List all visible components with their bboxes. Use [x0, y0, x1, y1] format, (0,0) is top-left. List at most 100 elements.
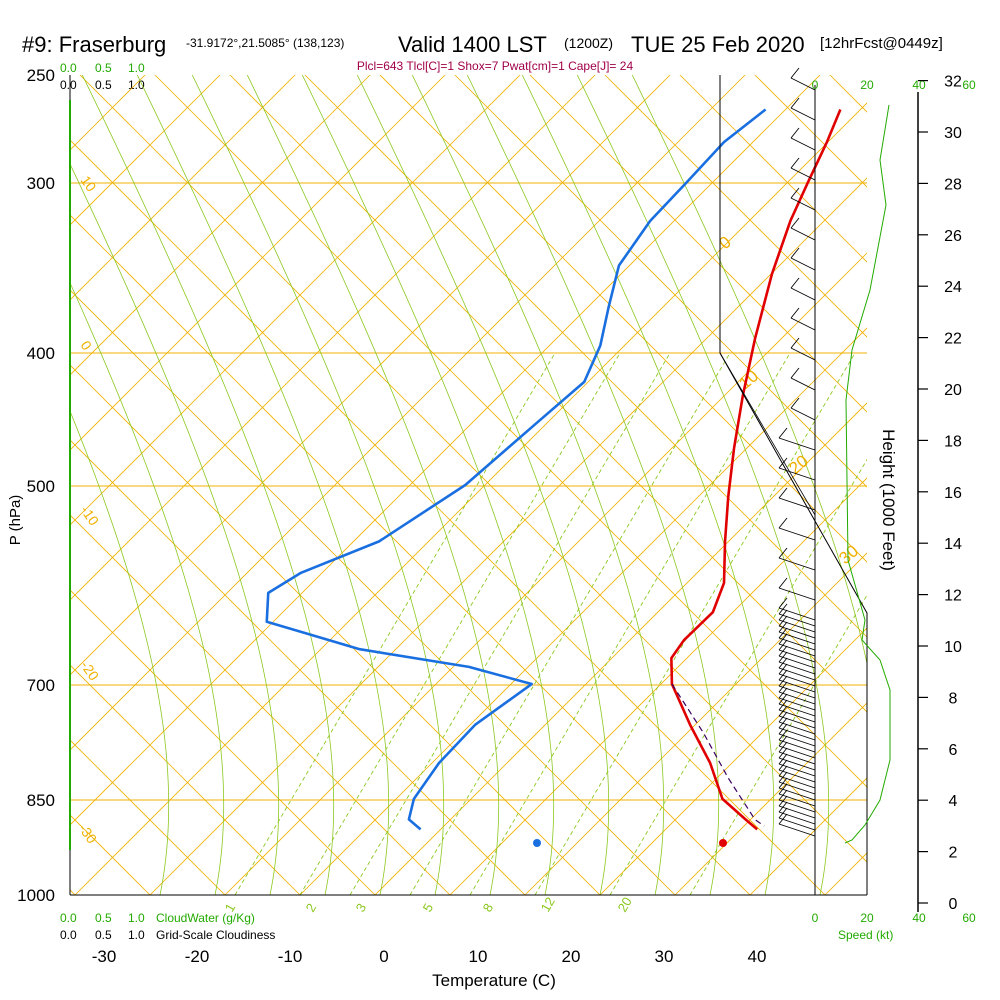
wind-barb-flag: [790, 367, 800, 379]
isotherm-line: [599, 627, 867, 895]
wind-barb-staff: [778, 527, 816, 541]
wind-barb-flag: [778, 639, 788, 651]
wind-barb-staff: [778, 637, 816, 651]
wind-barb-staff: [778, 769, 816, 783]
wind-barb-staff: [790, 287, 816, 301]
wind-barb-flag: [778, 699, 788, 711]
wind-barb-flag: [778, 789, 788, 801]
wind-barb-flag: [778, 717, 788, 729]
speed-top-0: 0: [812, 78, 819, 92]
dry-adiabat-line: [229, 75, 867, 713]
height-tick-label: 28: [944, 176, 962, 193]
wind-barb-flag: [778, 705, 788, 717]
speed-bottom-0: 0: [812, 911, 819, 925]
cloud-scale-top-green-1: 0.5: [95, 61, 112, 75]
wind-barb-staff: [778, 775, 816, 789]
isotherm-line: [674, 702, 867, 895]
wind-barb-flag: [778, 777, 788, 789]
wind-barb-staff: [778, 703, 816, 717]
wind-barb-staff: [790, 347, 816, 361]
wind-barb-staff: [778, 739, 816, 753]
wind-barb-flag: [778, 547, 788, 559]
wind-barb-staff: [778, 497, 816, 511]
wind-barb-flag: [778, 735, 788, 747]
isotherm-label: -20: [78, 658, 103, 684]
moist-adiabat-line: [466, 75, 720, 895]
wind-barb-staff: [790, 407, 816, 421]
wind-column: [719, 67, 891, 844]
moist-adiabat-line: [356, 75, 610, 895]
height-tick-label: 24: [944, 279, 962, 296]
utc-time: (1200Z): [564, 35, 613, 51]
dry-adiabat-line: [754, 75, 867, 188]
isotherm-line: [0, 0, 125, 895]
wind-barb-staff: [778, 697, 816, 711]
plot-right-boundary: [719, 75, 868, 895]
temperature-tick-label: 30: [655, 947, 674, 966]
cloud-scale-top-black-0: 0.0: [60, 78, 77, 92]
wind-barb-flag: [778, 687, 788, 699]
dry-adiabat-line: [70, 664, 301, 895]
cloud-scale-bottom-green-1: 0.5: [95, 911, 112, 925]
cloud-scale-bottom-green-0: 0.0: [60, 911, 77, 925]
cloud-scale-bottom: 0.0 0.5 1.0 CloudWater (g/Kg) 0.0 0.5 1.…: [60, 911, 275, 942]
pressure-ticks: 250 300 400 500 700 850 1000: [17, 66, 55, 905]
wind-barb-flag: [790, 337, 800, 349]
height-tick-label: 30: [944, 125, 962, 142]
dry-adiabat-line: [70, 364, 601, 895]
wind-barb-flag: [778, 807, 788, 819]
wind-barb-flag: [778, 675, 788, 687]
wind-barb-staff: [778, 685, 816, 699]
wind-barb-staff: [778, 631, 816, 645]
temperature-tick-label: 40: [748, 947, 767, 966]
dry-adiabat-line: [70, 439, 526, 895]
cloud-scale-bottom-black-0: 0.0: [60, 928, 77, 942]
dry-adiabat-line: [70, 814, 151, 895]
mixing-ratio-label: 8: [480, 901, 497, 915]
parcel-trace: [671, 683, 765, 827]
wind-barb-staff: [778, 649, 816, 663]
forecast-label: [12hrFcst@0449z]: [820, 35, 943, 52]
dry-adiabat-line: [70, 589, 376, 895]
temperature-tick-label: -20: [185, 947, 210, 966]
height-tick-label: 10: [944, 639, 962, 656]
wind-barb-flag: [778, 657, 788, 669]
speed-top-20: 20: [860, 78, 874, 92]
height-tick-label: 18: [944, 433, 962, 450]
mixing-ratio-line: [349, 352, 671, 895]
moist-adiabat-line: [70, 281, 225, 895]
isotherm-line: [149, 177, 867, 895]
wind-barb-flag: [778, 747, 788, 759]
pressure-tick-label: 500: [27, 477, 55, 496]
cloud-scale-bottom-green-2: 1.0: [128, 911, 145, 925]
dry-adiabat-line: [529, 75, 867, 413]
wind-barb-staff: [778, 817, 816, 831]
wind-barb-flag: [778, 427, 788, 439]
wind-barb-staff: [778, 467, 816, 481]
moist-adiabat-line: [576, 75, 830, 895]
wind-barb-flag: [790, 187, 800, 199]
dewpoint-profile: [265, 108, 767, 831]
isotherm-line: [70, 75, 371, 376]
temperature-profile: [670, 108, 842, 831]
pressure-tick-label: 300: [27, 174, 55, 193]
wind-barb-staff: [778, 745, 816, 759]
wind-barb-staff: [778, 587, 816, 601]
wind-speed-profile: [844, 104, 891, 844]
moist-adiabat-line: [246, 75, 500, 895]
wind-barb-flag: [778, 457, 788, 469]
dry-adiabat-line: [70, 514, 451, 895]
cloud-scale-top: 0.0 0.5 1.0 0.0 0.5 1.0: [60, 61, 145, 92]
cloudwater-label: CloudWater (g/Kg): [156, 911, 255, 925]
wind-barb-flag: [778, 741, 788, 753]
wind-barb-flag: [778, 669, 788, 681]
dry-adiabat-label: 0: [715, 232, 734, 253]
temperature-ticks: -30 -20 -10 0 10 20 30 40: [92, 947, 767, 966]
surface-temperature-dot: [719, 839, 727, 847]
mixing-ratio-label: 5: [420, 901, 437, 915]
cloudiness-label: Grid-Scale Cloudiness: [156, 928, 275, 942]
wind-barb-flag: [778, 681, 788, 693]
wind-barb-flag: [778, 577, 788, 589]
height-tick-label: 8: [949, 690, 958, 707]
